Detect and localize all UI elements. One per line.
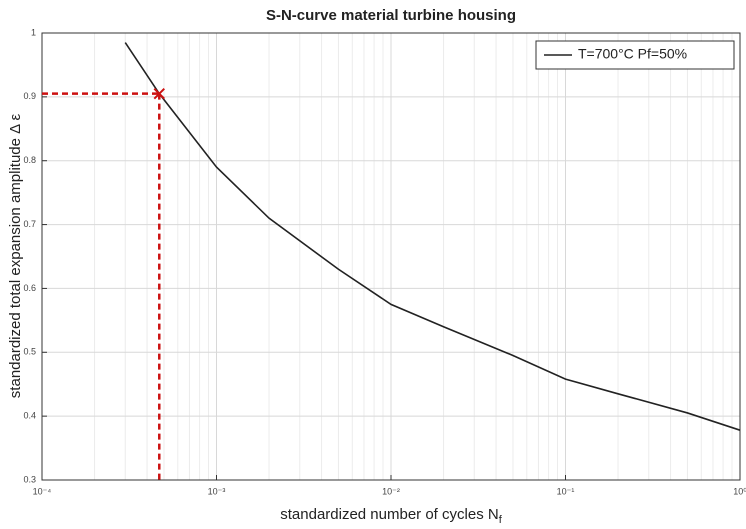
y-tick-label: 0.5 <box>23 347 36 357</box>
y-tick-label: 0.9 <box>23 91 36 101</box>
y-tick-label: 0.3 <box>23 474 36 484</box>
x-tick-label: 10⁻² <box>382 486 400 496</box>
y-tick-label: 0.8 <box>23 155 36 165</box>
y-axis-label: standardized total expansion amplitude Δ… <box>7 113 24 398</box>
x-axis-label-sub: f <box>499 514 503 526</box>
x-tick-label: 10⁰ <box>733 486 746 496</box>
marks <box>42 42 741 480</box>
legend: T=700°C Pf=50% <box>535 40 735 70</box>
y-tick-label: 1 <box>31 27 36 37</box>
x-axis-label: standardized number of cycles Nf <box>280 506 502 526</box>
x-tick-label: 10⁻³ <box>208 486 226 496</box>
x-tick-label: 10⁻¹ <box>557 486 575 496</box>
chart-title: S-N-curve material turbine housing <box>266 7 516 24</box>
annotation-marker <box>153 87 165 100</box>
y-tick-label: 0.4 <box>23 411 36 421</box>
x-tick-label: 10⁻⁴ <box>33 486 52 496</box>
series-line <box>124 42 741 431</box>
legend-label: T=700°C Pf=50% <box>578 46 687 62</box>
plot-frame <box>41 32 741 481</box>
y-tick-label: 0.6 <box>23 283 36 293</box>
x-axis-label-main: standardized number of cycles N <box>280 506 498 523</box>
y-tick-label: 0.7 <box>23 219 36 229</box>
